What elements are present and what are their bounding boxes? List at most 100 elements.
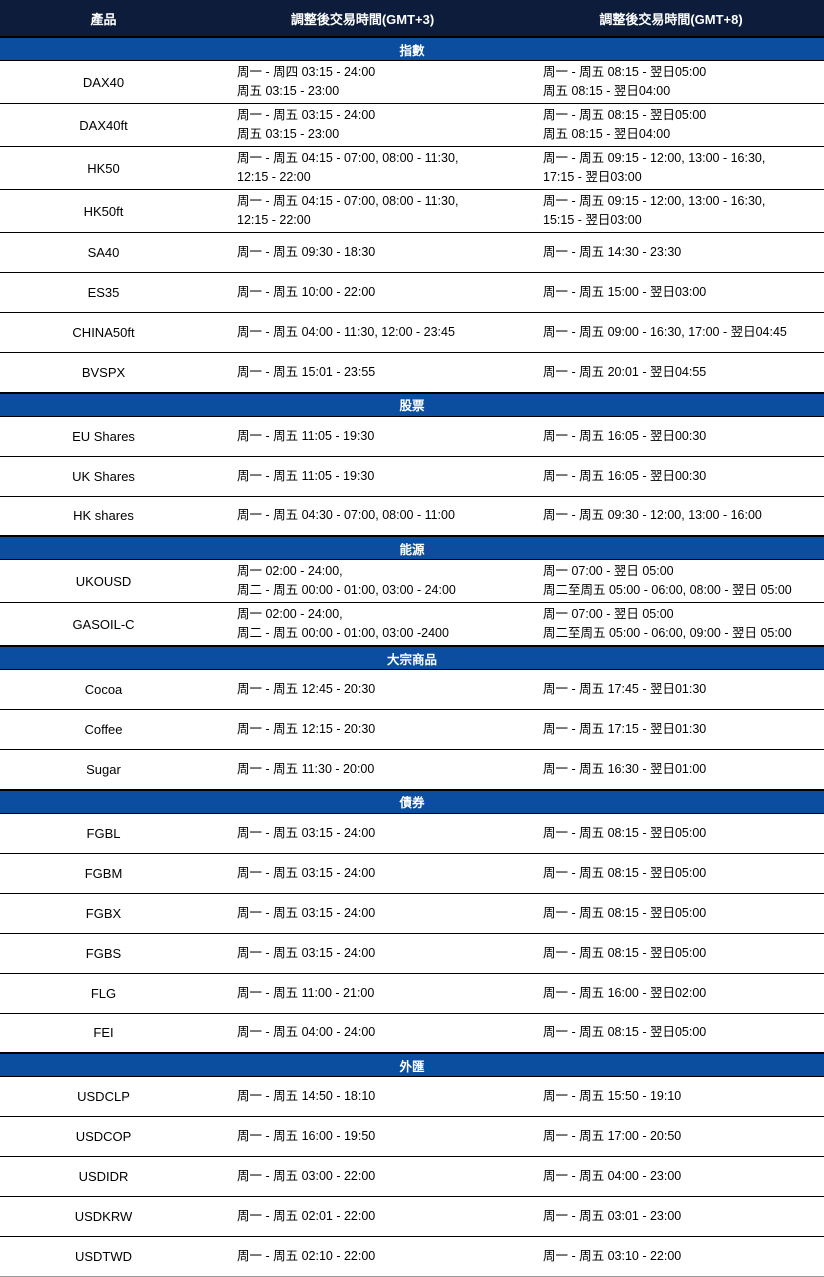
time-line: 周一 - 周五 08:15 - 翌日05:00 — [543, 945, 707, 960]
section-label: 能源 — [0, 535, 824, 560]
trading-hours-gmt3: 周一 - 周五 03:15 - 24:00 — [207, 812, 518, 853]
time-line: 周一 - 周五 10:00 - 22:00 — [237, 285, 376, 299]
product-name: UK Shares — [0, 455, 207, 496]
trading-hours-gmt3: 周一 - 周五 02:01 - 22:00 — [207, 1196, 518, 1237]
table-row: USDCOP 周一 - 周五 16:00 - 19:50 周一 - 周五 17:00… — [0, 1116, 824, 1157]
section-header-row: 外匯 — [0, 1052, 824, 1077]
product-name: BVSPX — [0, 352, 207, 393]
section-label: 大宗商品 — [0, 645, 824, 670]
time-line: 周一 - 周五 03:15 - 24:00 — [237, 108, 376, 122]
table-row: HK50ft 周一 - 周五 04:15 - 07:00, 08:00 - 11:… — [0, 189, 824, 233]
trading-hours-gmt3: 周一 - 周五 03:15 - 24:00 — [207, 892, 518, 933]
product-name: HK shares — [0, 495, 207, 536]
trading-hours-gmt8: 周一 07:00 - 翌日 05:00 周二至周五 05:00 - 06:00, … — [518, 602, 824, 646]
trading-hours-gmt8: 周一 - 周五 09:00 - 16:30, 17:00 - 翌日04:45 — [518, 312, 824, 353]
trading-hours-gmt3: 周一 - 周五 14:50 - 18:10 — [207, 1076, 518, 1117]
time-line: 周一 - 周五 02:10 - 22:00 — [237, 1249, 376, 1263]
trading-hours-gmt3: 周一 - 周五 03:15 - 24:00 — [207, 852, 518, 893]
time-line: 周一 - 周五 03:15 - 24:00 — [237, 945, 376, 960]
time-line: 周一 - 周五 11:30 - 20:00 — [237, 761, 375, 776]
product-name: Coffee — [0, 709, 207, 750]
time-line: 周一 - 周五 04:15 - 07:00, 08:00 - 11:30, — [237, 194, 459, 208]
time-line: 周一 02:00 - 24:00, — [237, 607, 343, 621]
table-row: FGBL 周一 - 周五 03:15 - 24:00 周一 - 周五 08:15 -… — [0, 812, 824, 853]
trading-hours-gmt8: 周一 - 周五 16:00 - 翌日02:00 — [518, 972, 824, 1013]
trading-hours-gmt8: 周一 - 周五 08:15 - 翌日05:00 — [518, 812, 824, 853]
time-line: 周二 - 周五 00:00 - 01:00, 03:00 - 24:00 — [237, 583, 456, 597]
time-line: 周一 - 周五 12:15 - 20:30 — [237, 722, 376, 736]
trading-hours-gmt8: 周一 - 周五 09:30 - 12:00, 13:00 - 16:00 — [518, 495, 824, 536]
table-row: Coffee 周一 - 周五 12:15 - 20:30 周一 - 周五 17:15… — [0, 709, 824, 750]
trading-hours-gmt3: 周一 - 周五 04:15 - 07:00, 08:00 - 11:30, 12:… — [207, 146, 518, 190]
time-line: 周一 - 周五 15:01 - 23:55 — [237, 364, 376, 379]
time-line: 周一 - 周五 14:30 - 23:30 — [543, 245, 682, 259]
product-name: HK50 — [0, 146, 207, 190]
time-line: 周一 - 周五 02:01 - 22:00 — [237, 1209, 376, 1223]
column-header-gmt3: 調整後交易時間(GMT+3) — [207, 0, 518, 37]
product-name: USDIDR — [0, 1156, 207, 1197]
product-name: USDCOP — [0, 1116, 207, 1157]
time-line: 周一 - 周五 11:05 - 19:30 — [237, 428, 375, 443]
time-line: 周一 - 周五 17:45 - 翌日01:30 — [543, 682, 707, 696]
time-line: 周一 - 周五 04:15 - 07:00, 08:00 - 11:30, — [237, 151, 459, 165]
trading-hours-gmt8: 周一 - 周五 17:15 - 翌日01:30 — [518, 709, 824, 750]
trading-hours-gmt8: 周一 - 周五 15:00 - 翌日03:00 — [518, 272, 824, 313]
time-line: 周一 - 周五 17:15 - 翌日01:30 — [543, 722, 707, 736]
table-row: ES35 周一 - 周五 10:00 - 22:00 周一 - 周五 15:00 -… — [0, 272, 824, 313]
product-name: GASOIL-C — [0, 602, 207, 646]
table-row: FGBX 周一 - 周五 03:15 - 24:00 周一 - 周五 08:15 -… — [0, 892, 824, 933]
time-line: 周一 - 周五 03:01 - 23:00 — [543, 1209, 682, 1223]
time-line: 周一 - 周五 14:50 - 18:10 — [237, 1089, 376, 1103]
trading-hours-gmt8: 周一 - 周五 16:05 - 翌日00:30 — [518, 415, 824, 456]
trading-hours-gmt3: 周一 - 周五 04:00 - 24:00 — [207, 1012, 518, 1053]
time-line: 周一 - 周五 17:00 - 20:50 — [543, 1129, 682, 1143]
product-name: USDKRW — [0, 1196, 207, 1237]
trading-hours-gmt8: 周一 - 周五 08:15 - 翌日05:00 — [518, 1012, 824, 1053]
time-line: 周一 - 周五 16:30 - 翌日01:00 — [543, 761, 707, 776]
trading-hours-gmt3: 周一 - 周五 11:05 - 19:30 — [207, 415, 518, 456]
column-header-gmt8: 調整後交易時間(GMT+8) — [518, 0, 824, 37]
time-line: 周五 08:15 - 翌日04:00 — [543, 127, 671, 141]
time-line: 周一 - 周五 15:50 - 19:10 — [543, 1089, 682, 1103]
table-row: FEI 周一 - 周五 04:00 - 24:00 周一 - 周五 08:15 - … — [0, 1012, 824, 1053]
table-row: DAX40 周一 - 周四 03:15 - 24:00 周五 03:15 - 23:… — [0, 60, 824, 104]
time-line: 周一 - 周五 09:15 - 12:00, 13:00 - 16:30, — [543, 151, 766, 165]
time-line: 周一 - 周五 08:15 - 翌日05:00 — [543, 865, 707, 880]
trading-hours-gmt8: 周一 - 周五 08:15 - 翌日05:00 周五 08:15 - 翌日04:0… — [518, 60, 824, 104]
trading-hours-gmt8: 周一 07:00 - 翌日 05:00 周二至周五 05:00 - 06:00, … — [518, 559, 824, 603]
time-line: 周一 - 周五 15:00 - 翌日03:00 — [543, 285, 707, 299]
product-name: FGBX — [0, 892, 207, 933]
product-name: FEI — [0, 1012, 207, 1053]
time-line: 周一 - 周五 11:05 - 19:30 — [237, 468, 375, 483]
time-line: 15:15 - 翌日03:00 — [543, 213, 642, 227]
section-header-row: 股票 — [0, 391, 824, 416]
product-name: FGBM — [0, 852, 207, 893]
product-name: ES35 — [0, 272, 207, 313]
trading-hours-gmt3: 周一 - 周五 10:00 - 22:00 — [207, 272, 518, 313]
time-line: 周一 - 周五 08:15 - 翌日05:00 — [543, 905, 707, 920]
product-name: HK50ft — [0, 189, 207, 233]
table-row: GASOIL-C 周一 02:00 - 24:00, 周二 - 周五 00:00 -… — [0, 602, 824, 646]
section-header-row: 債券 — [0, 788, 824, 813]
table-row: DAX40ft 周一 - 周五 03:15 - 24:00 周五 03:15 - 2… — [0, 103, 824, 147]
product-name: CHINA50ft — [0, 312, 207, 353]
time-line: 周一 - 周五 03:15 - 24:00 — [237, 905, 376, 920]
time-line: 周一 - 周五 03:15 - 24:00 — [237, 865, 376, 880]
trading-hours-gmt3: 周一 - 周五 12:45 - 20:30 — [207, 669, 518, 710]
trading-hours-gmt8: 周一 - 周五 08:15 - 翌日05:00 — [518, 932, 824, 973]
time-line: 12:15 - 22:00 — [237, 213, 311, 227]
time-line: 周一 - 周五 12:45 - 20:30 — [237, 682, 376, 696]
time-line: 周二至周五 05:00 - 06:00, 09:00 - 翌日 05:00 — [543, 626, 792, 640]
section-label: 股票 — [0, 391, 824, 416]
trading-hours-gmt3: 周一 - 周五 03:15 - 24:00 周五 03:15 - 23:00 — [207, 103, 518, 147]
trading-hours-gmt3: 周一 - 周五 09:30 - 18:30 — [207, 232, 518, 273]
trading-hours-gmt3: 周一 - 周五 15:01 - 23:55 — [207, 352, 518, 393]
trading-hours-gmt8: 周一 - 周五 17:00 - 20:50 — [518, 1116, 824, 1157]
table-row: USDCLP 周一 - 周五 14:50 - 18:10 周一 - 周五 15:50… — [0, 1076, 824, 1117]
time-line: 周五 03:15 - 23:00 — [237, 127, 340, 141]
time-line: 周一 - 周五 08:15 - 翌日05:00 — [543, 65, 707, 79]
product-name: DAX40 — [0, 60, 207, 104]
table-row: EU Shares 周一 - 周五 11:05 - 19:30 周一 - 周五 16… — [0, 415, 824, 456]
time-line: 周二至周五 05:00 - 06:00, 08:00 - 翌日 05:00 — [543, 583, 792, 597]
trading-hours-gmt8: 周一 - 周五 16:05 - 翌日00:30 — [518, 455, 824, 496]
